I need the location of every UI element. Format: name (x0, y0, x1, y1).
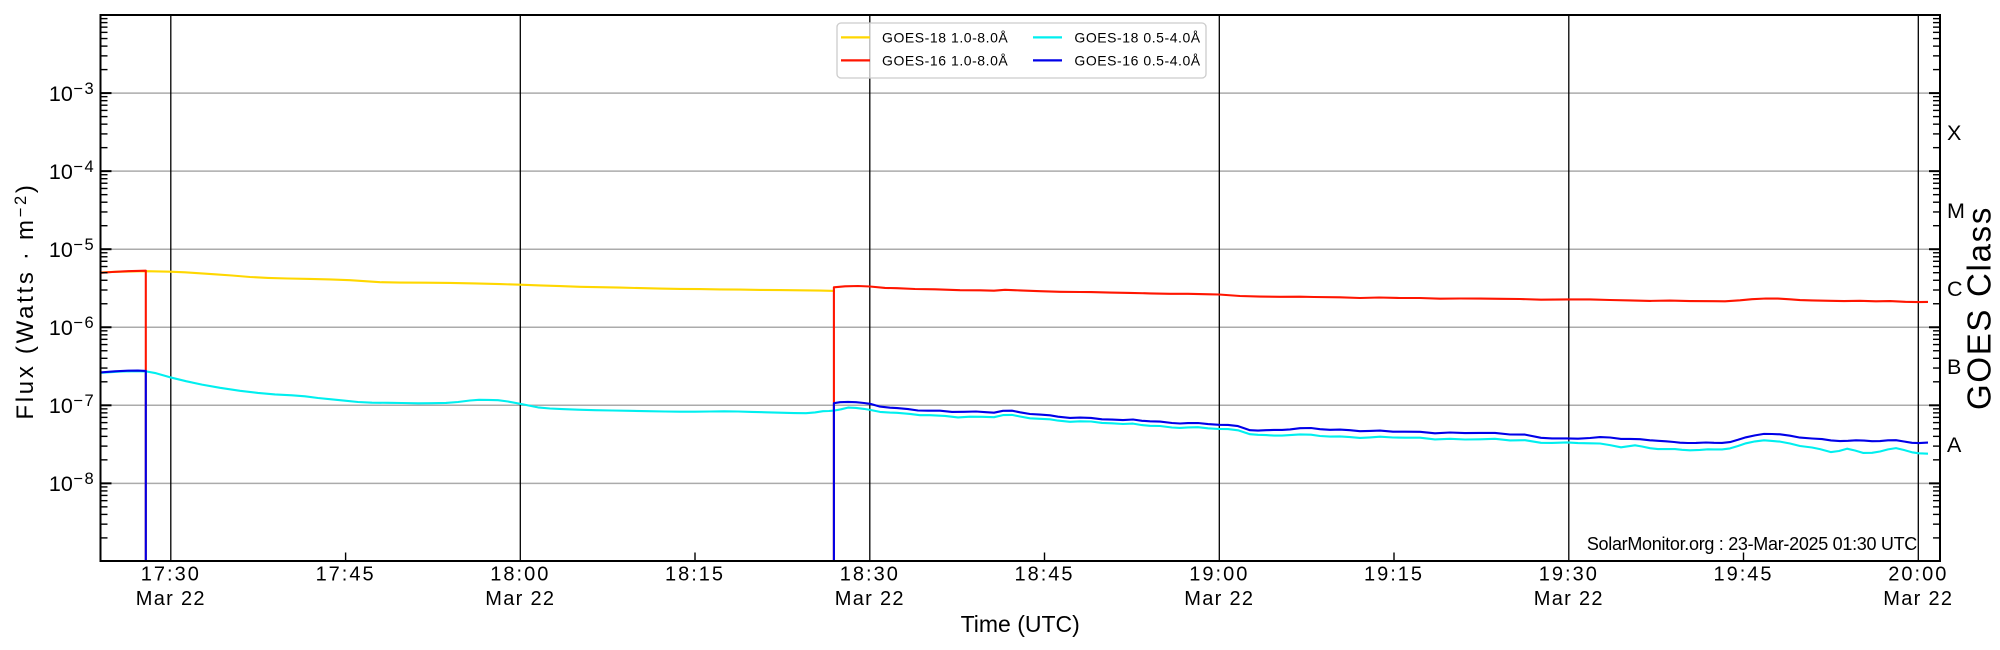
svg-text:18:00: 18:00 (490, 564, 550, 586)
svg-text:Mar 22: Mar 22 (1883, 588, 1953, 610)
svg-text:Mar 22: Mar 22 (835, 588, 905, 610)
svg-text:17:45: 17:45 (316, 564, 376, 586)
svg-text:10: 10 (49, 472, 73, 496)
svg-text:B: B (1947, 355, 1961, 379)
svg-text:A: A (1947, 433, 1962, 457)
svg-text:−6: −6 (73, 314, 95, 332)
svg-text:Mar 22: Mar 22 (1184, 588, 1254, 610)
svg-text:X: X (1947, 121, 1961, 145)
svg-text:C: C (1947, 277, 1963, 301)
svg-text:10: 10 (49, 316, 73, 340)
svg-text:19:15: 19:15 (1364, 564, 1424, 586)
svg-text:17:30: 17:30 (141, 564, 201, 586)
svg-text:10: 10 (49, 82, 73, 106)
svg-text:10: 10 (49, 394, 73, 418)
svg-text:−3: −3 (73, 80, 95, 98)
svg-text:−5: −5 (73, 236, 95, 254)
svg-text:19:00: 19:00 (1189, 564, 1249, 586)
svg-text:GOES-18 0.5-4.0Å: GOES-18 0.5-4.0Å (1074, 29, 1200, 45)
svg-text:18:45: 18:45 (1014, 564, 1074, 586)
svg-text:Mar 22: Mar 22 (136, 588, 206, 610)
svg-text:SolarMonitor.org : 23-Mar-2025: SolarMonitor.org : 23-Mar-2025 01:30 UTC (1587, 534, 1917, 554)
svg-text:Flux (Watts · m−2): Flux (Watts · m−2) (12, 182, 39, 419)
svg-text:19:45: 19:45 (1713, 564, 1773, 586)
svg-text:10: 10 (49, 160, 73, 184)
svg-text:−4: −4 (73, 158, 95, 176)
svg-text:−8: −8 (73, 470, 95, 488)
svg-text:−7: −7 (73, 392, 95, 410)
svg-text:20:00: 20:00 (1888, 564, 1948, 586)
svg-text:GOES Class: GOES Class (1961, 206, 1998, 410)
svg-text:M: M (1947, 199, 1965, 223)
svg-text:19:30: 19:30 (1539, 564, 1599, 586)
svg-text:GOES-18 1.0-8.0Å: GOES-18 1.0-8.0Å (882, 29, 1008, 45)
svg-text:GOES-16 1.0-8.0Å: GOES-16 1.0-8.0Å (882, 52, 1008, 68)
svg-text:Time (UTC): Time (UTC) (961, 611, 1080, 637)
svg-text:GOES-16 0.5-4.0Å: GOES-16 0.5-4.0Å (1074, 52, 1200, 68)
svg-text:Mar 22: Mar 22 (1534, 588, 1604, 610)
svg-text:18:30: 18:30 (840, 564, 900, 586)
svg-text:Mar 22: Mar 22 (485, 588, 555, 610)
svg-text:18:15: 18:15 (665, 564, 725, 586)
svg-text:10: 10 (49, 238, 73, 262)
